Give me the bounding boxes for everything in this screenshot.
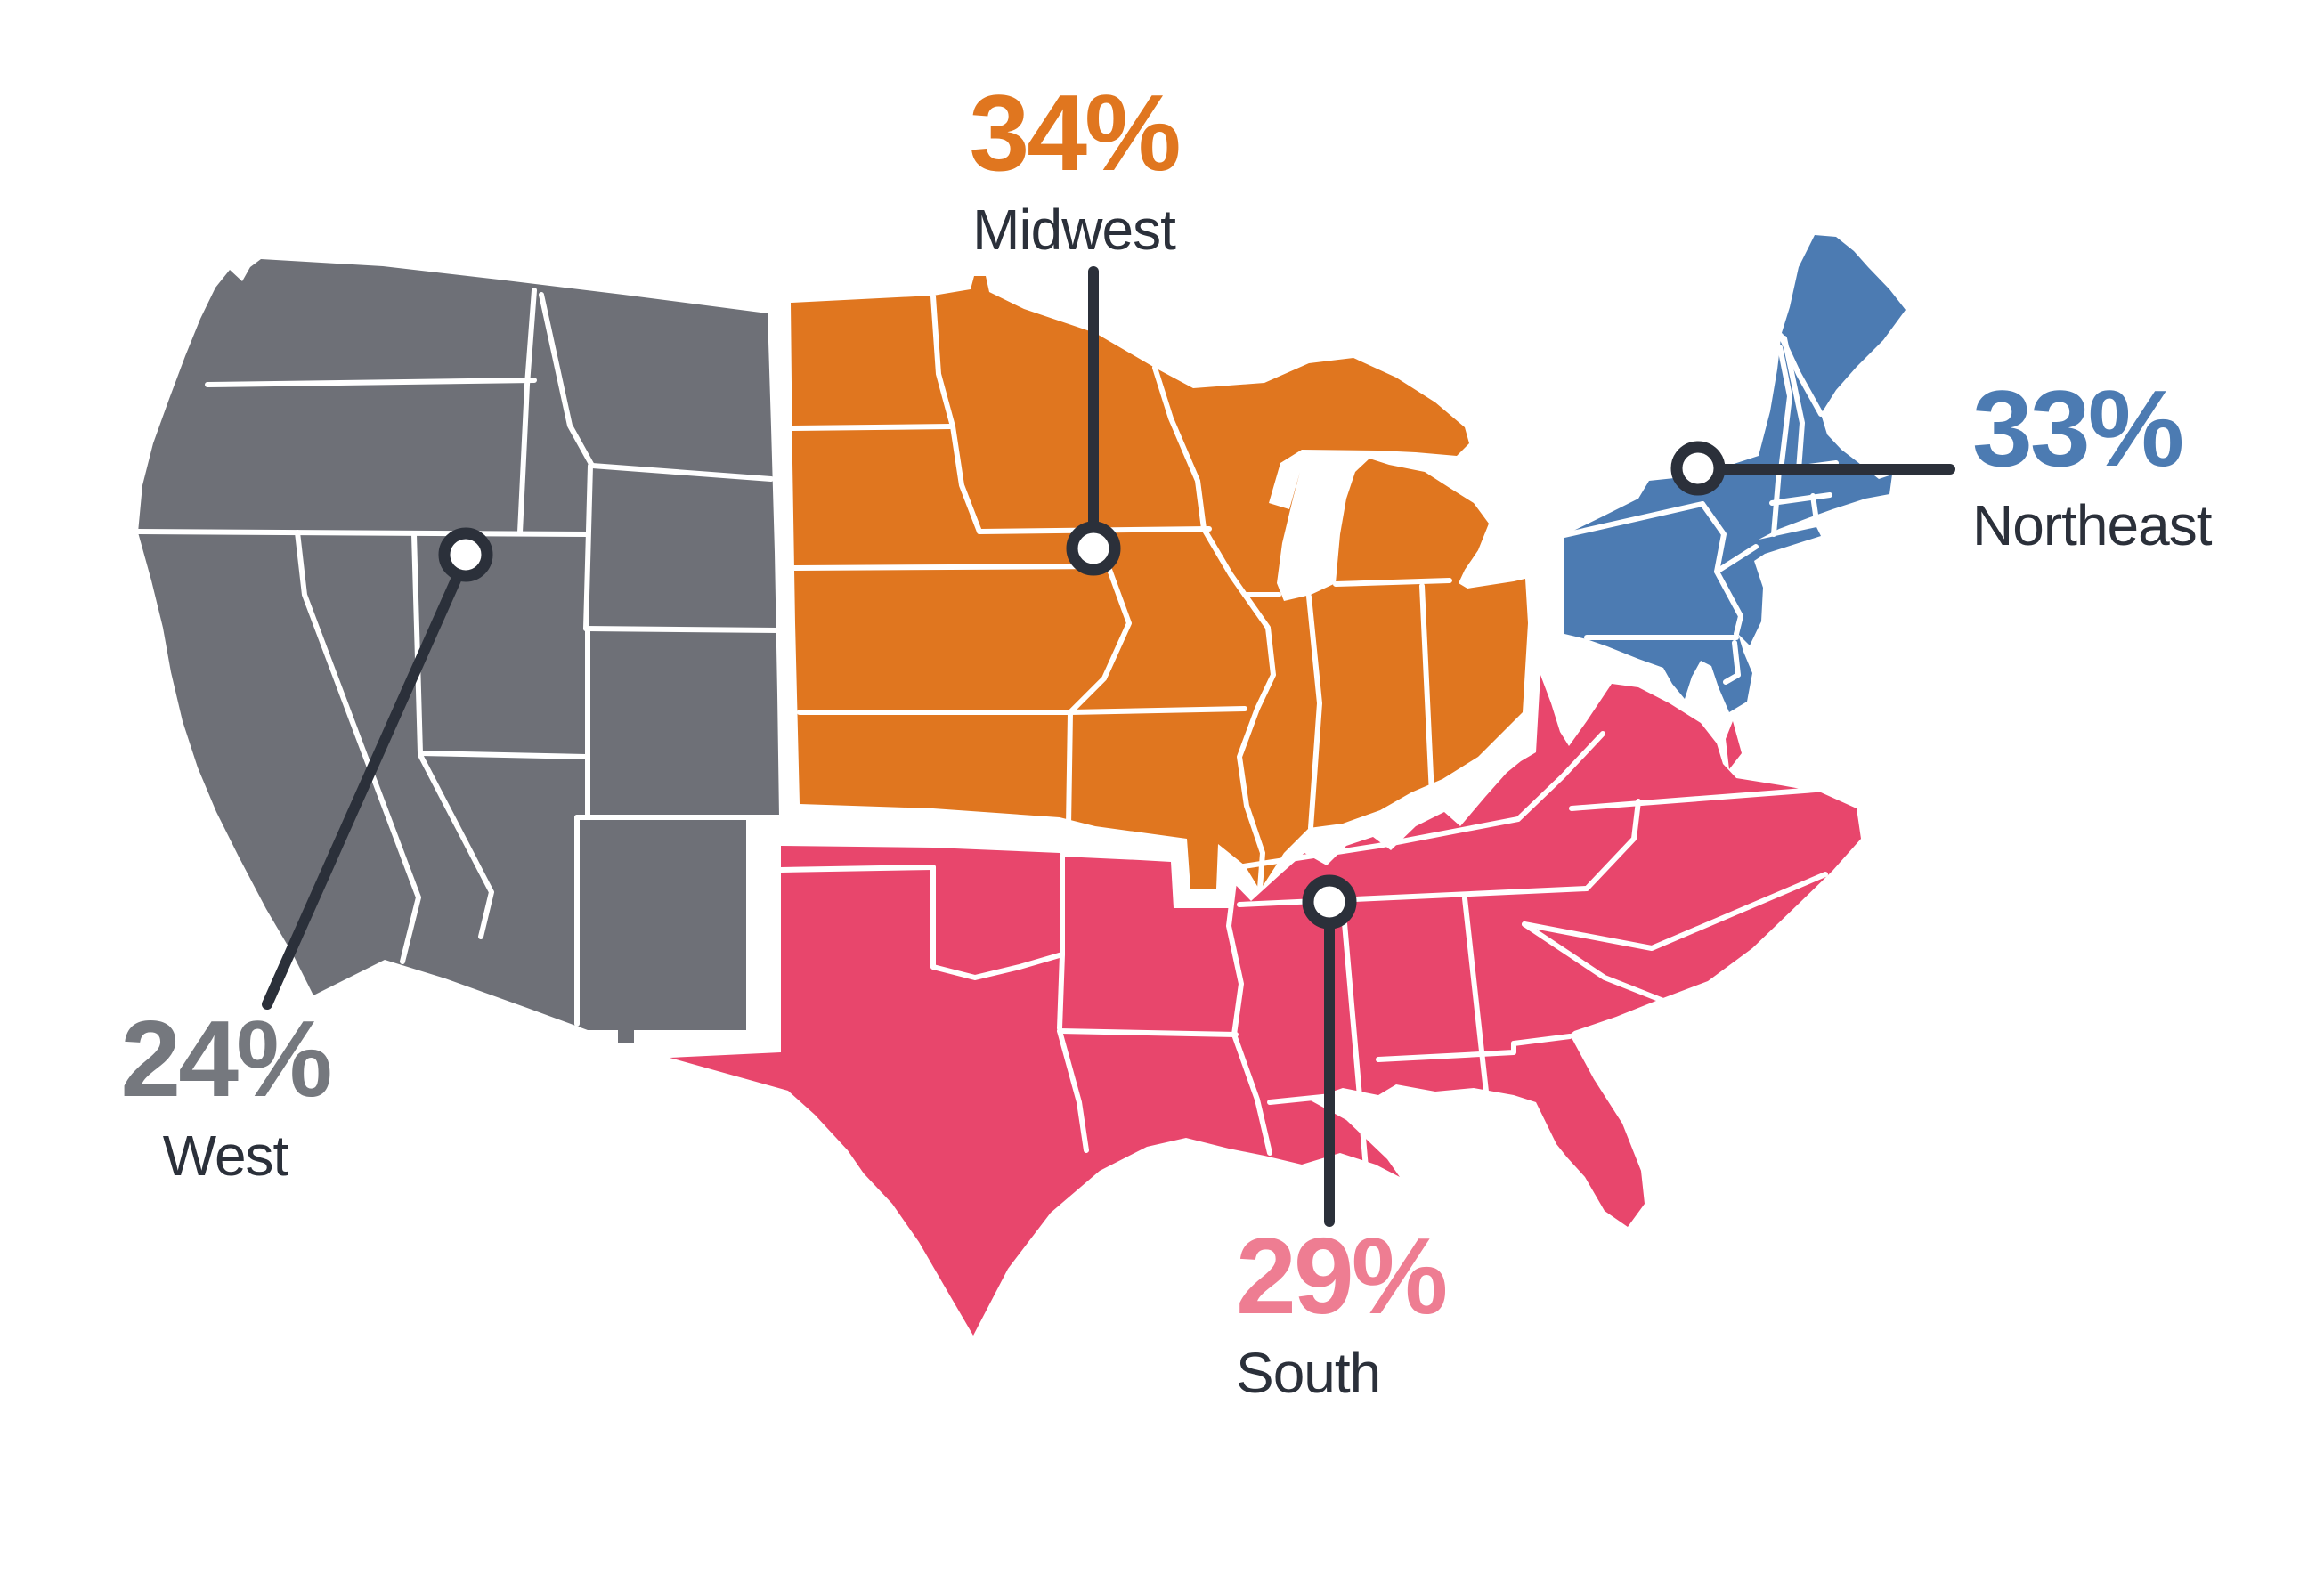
callout-marker-west <box>438 527 493 582</box>
callouts <box>262 266 1955 1227</box>
region-label-northeast: 33% Northeast <box>1972 374 2324 554</box>
region-west-shape <box>138 259 779 1043</box>
region-name-northeast: Northeast <box>1972 493 2212 557</box>
callout-marker-midwest <box>1066 521 1121 576</box>
region-value-west: 24% <box>120 998 332 1119</box>
state-borders-northeast <box>1562 333 1839 685</box>
region-south-shape <box>670 675 1861 1336</box>
callout-marker-northeast <box>1670 441 1726 496</box>
region-west <box>135 259 782 1043</box>
region-name-south: South <box>1236 1341 1381 1405</box>
region-name-midwest: Midwest <box>972 198 1176 262</box>
state-borders-south <box>778 731 1853 1171</box>
callout-line-west <box>262 564 466 1010</box>
state-borders-west <box>135 288 782 1027</box>
region-midwest-shape <box>791 276 1528 890</box>
region-value-midwest: 34% <box>969 72 1181 193</box>
region-value-northeast: 33% <box>1972 368 2184 489</box>
region-label-south: 29% South <box>1236 1222 1574 1401</box>
region-label-midwest: 34% Midwest <box>807 78 1341 258</box>
region-value-south: 29% <box>1236 1215 1448 1336</box>
callout-marker-south <box>1302 874 1357 930</box>
region-midwest <box>790 276 1528 891</box>
region-south <box>670 675 1861 1336</box>
region-label-west: 24% West <box>78 1004 372 1184</box>
region-south-eastern-shore-sliver <box>1726 721 1742 769</box>
region-name-west: West <box>162 1124 289 1188</box>
